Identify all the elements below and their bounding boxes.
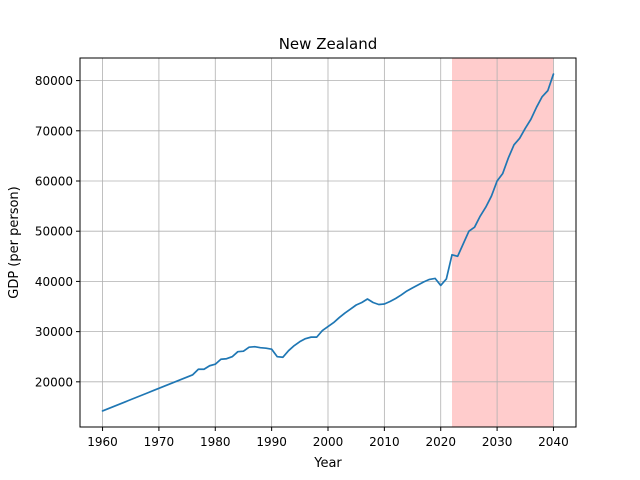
x-tick-label: 2030	[482, 435, 513, 449]
x-tick-label: 2040	[538, 435, 569, 449]
y-tick-label: 40000	[35, 275, 73, 289]
x-tick-label: 2010	[369, 435, 400, 449]
x-tick-label: 1980	[200, 435, 231, 449]
y-tick-label: 20000	[35, 375, 73, 389]
y-tick-label: 80000	[35, 74, 73, 88]
x-tick-label: 2000	[313, 435, 344, 449]
chart-title: New Zealand	[279, 35, 378, 53]
gdp-series-line	[101, 73, 555, 412]
y-tick-label: 50000	[35, 225, 73, 239]
y-tick-label: 60000	[35, 175, 73, 189]
forecast-highlight-span	[452, 58, 554, 427]
x-tick-label: 1970	[144, 435, 175, 449]
y-tick-label: 30000	[35, 325, 73, 339]
x-tick-label: 2020	[425, 435, 456, 449]
y-axis-label: GDP (per person)	[7, 186, 22, 299]
y-tick-label: 70000	[35, 124, 73, 138]
x-tick-label: 1960	[87, 435, 118, 449]
x-tick-label: 1990	[256, 435, 287, 449]
x-axis-label: Year	[313, 456, 342, 471]
